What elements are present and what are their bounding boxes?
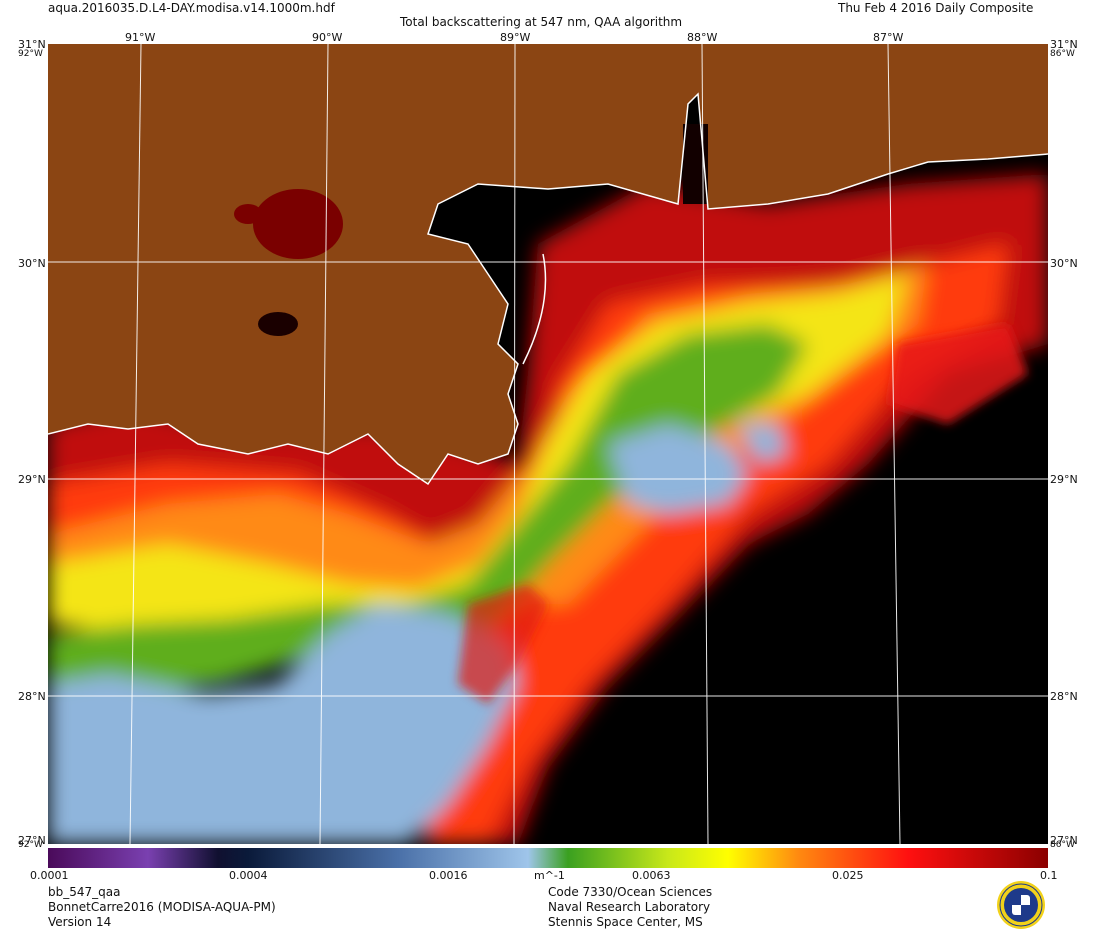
lat-label-29n-right: 29°N <box>1050 473 1078 486</box>
corner-top-right-lat: 31°N <box>1050 38 1078 51</box>
date-label: Thu Feb 4 2016 Daily Composite <box>838 1 1034 15</box>
lon-label-88w: 88°W <box>687 31 718 44</box>
lake-maurepas <box>234 204 262 224</box>
inland-water <box>258 312 298 336</box>
lon-label-91w: 91°W <box>125 31 156 44</box>
colorbar-tick-2: 0.0016 <box>429 869 468 882</box>
lon-label-89w: 89°W <box>500 31 531 44</box>
map-svg <box>48 44 1048 844</box>
colorbar-tick-3: 0.0063 <box>632 869 671 882</box>
lat-label-30n-left: 30°N <box>18 257 46 270</box>
lat-label-28n-left: 28°N <box>18 690 46 703</box>
land-mass <box>48 44 1048 484</box>
colorbar-tick-0: 0.0001 <box>30 869 69 882</box>
map-subtitle: Total backscattering at 547 nm, QAA algo… <box>400 15 683 29</box>
nrl-seal-logo <box>997 881 1045 929</box>
chandeleur-islands <box>522 253 547 365</box>
corner-bottom-right-lat: 27°N <box>1050 834 1078 847</box>
colorbar-tick-1: 0.0004 <box>229 869 268 882</box>
corner-bottom-left-lat: 27°N <box>18 834 46 847</box>
lat-label-30n-right: 30°N <box>1050 257 1078 270</box>
edge-left-top-lon: 92°W <box>18 49 43 59</box>
colorbar-unit: m^-1 <box>534 869 565 882</box>
edge-right-bottom-lon: 86°W <box>1050 840 1075 850</box>
graticule <box>48 44 1048 844</box>
lon-label-90w: 90°W <box>312 31 343 44</box>
edge-left-bottom-lon: 92°W <box>18 840 43 850</box>
lake-pontchartrain <box>253 189 343 259</box>
org-line-1: Code 7330/Ocean Sciences <box>548 885 713 899</box>
colorbar-tick-4: 0.025 <box>832 869 864 882</box>
org-line-2: Naval Research Laboratory <box>548 900 711 914</box>
dataset-name: BonnetCarre2016 (MODISA-AQUA-PM) <box>48 900 276 914</box>
colorbar-gradient <box>48 848 1048 868</box>
lat-label-28n-right: 28°N <box>1050 690 1078 703</box>
corner-top-left-lat: 31°N <box>18 38 46 51</box>
map-panel <box>48 44 1048 844</box>
version-label: Version 14 <box>48 915 112 929</box>
colorbar-tick-5: 0.1 <box>1040 869 1058 882</box>
coastline <box>48 92 1048 486</box>
filename-label: aqua.2016035.D.L4-DAY.modisa.v14.1000m.h… <box>48 1 335 15</box>
org-line-3: Stennis Space Center, MS <box>548 915 703 929</box>
backscatter-field <box>48 174 1048 844</box>
colorbar <box>48 848 1048 868</box>
lat-label-29n-left: 29°N <box>18 473 46 486</box>
lon-label-87w: 87°W <box>873 31 904 44</box>
plume-detail <box>458 324 1028 704</box>
edge-right-top-lon: 86°W <box>1050 49 1075 59</box>
product-name: bb_547_qaa <box>48 885 121 899</box>
